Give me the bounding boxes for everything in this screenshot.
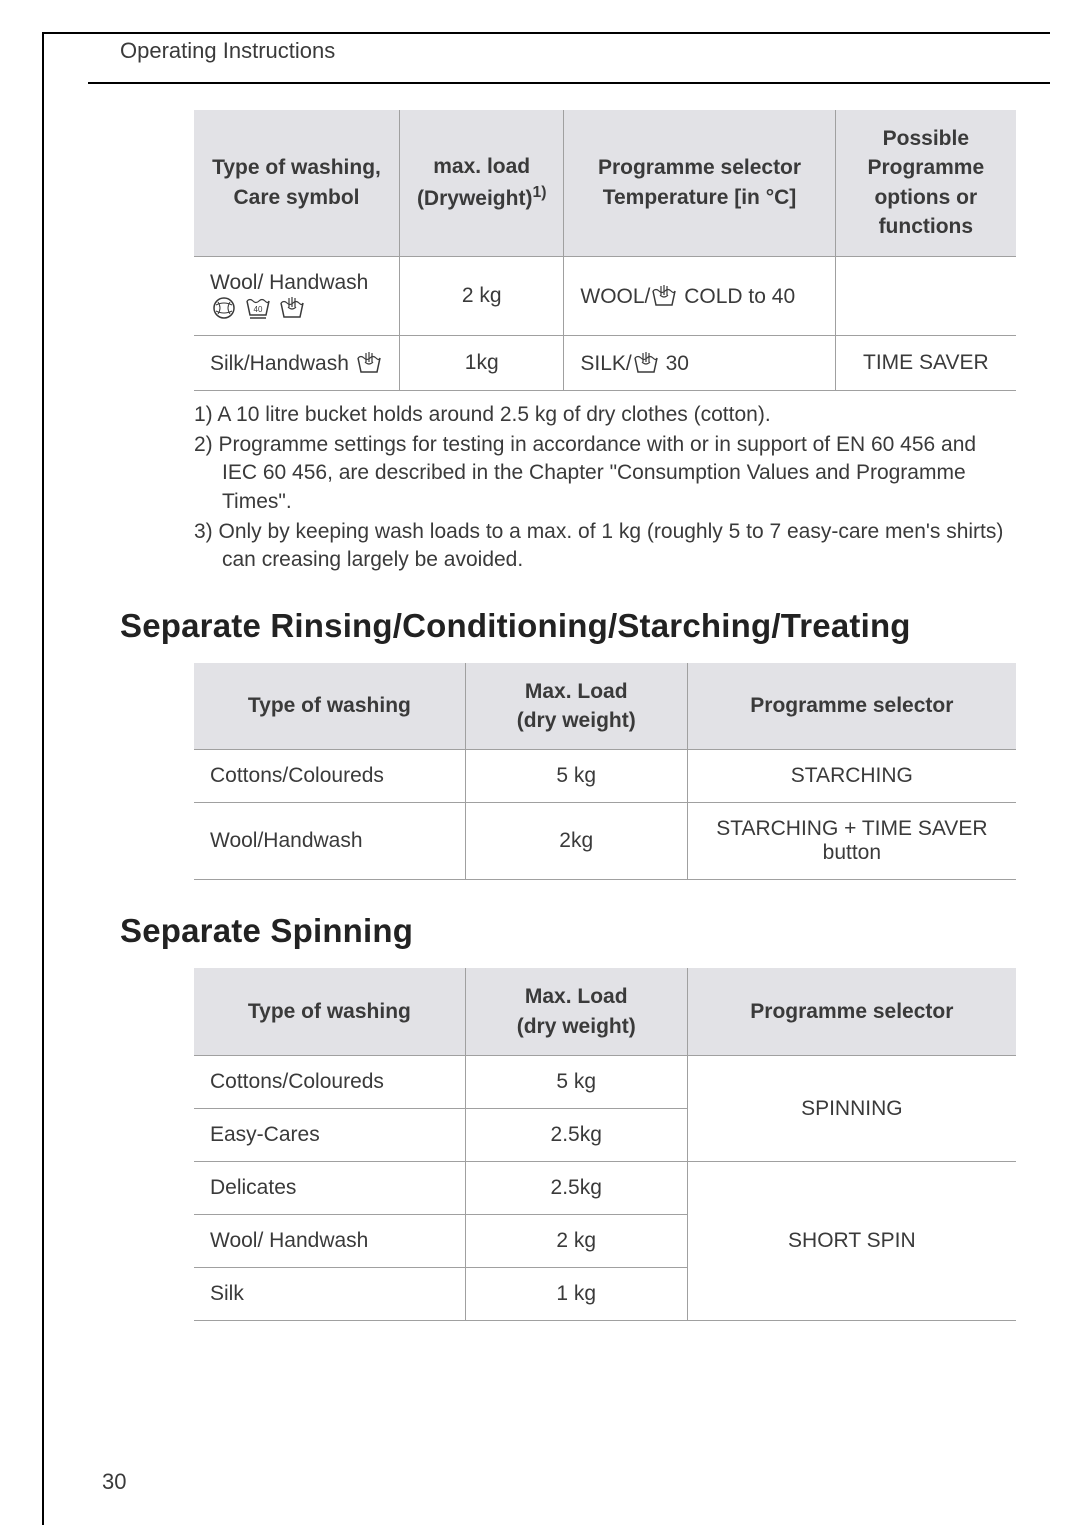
- col-type: Type of washing, Care symbol: [194, 110, 400, 256]
- col-load: Max. Load (dry weight): [465, 968, 687, 1055]
- cell-type: Easy-Cares: [194, 1109, 465, 1162]
- cell-opts: [835, 256, 1016, 335]
- cell-prog: SILK/ 30: [564, 335, 835, 390]
- cell-type: Silk: [194, 1268, 465, 1321]
- cell-load: 1kg: [400, 335, 564, 390]
- wool-ball-icon: [210, 295, 238, 321]
- cell-load: 2 kg: [400, 256, 564, 335]
- handwash-icon: [650, 283, 678, 309]
- svg-text:40: 40: [254, 305, 263, 314]
- cell-type: Silk/Handwash: [194, 335, 400, 390]
- table-row: Cottons/Coloureds 5 kg SPINNING: [194, 1056, 1016, 1109]
- table-row: Cottons/Coloureds 5 kg STARCHING: [194, 750, 1016, 803]
- cell-load: 5 kg: [465, 1056, 687, 1109]
- cell-type: Cottons/Coloureds: [194, 750, 465, 803]
- handwash-icon: [278, 295, 306, 321]
- cell-load: 2.5kg: [465, 1109, 687, 1162]
- washing-prog-table: Type of washing, Care symbol max. load (…: [194, 110, 1016, 391]
- table-row: Delicates 2.5kg SHORT SPIN: [194, 1162, 1016, 1215]
- page-header: Operating Instructions: [120, 38, 335, 64]
- cell-prog: WOOL/ COLD to 40: [564, 256, 835, 335]
- col-type: Type of washing: [194, 663, 465, 750]
- cell-prog-shortspin: SHORT SPIN: [687, 1162, 1016, 1321]
- cell-load: 2.5kg: [465, 1162, 687, 1215]
- rinsing-table: Type of washing Max. Load (dry weight) P…: [194, 663, 1016, 881]
- section-spinning-title: Separate Spinning: [120, 912, 1016, 950]
- footnote-2: 2) Programme settings for testing in acc…: [194, 431, 1016, 516]
- table-row: Silk/Handwash 1kg SILK/ 30 TIME SAVER: [194, 335, 1016, 390]
- footnote-3: 3) Only by keeping wash loads to a max. …: [194, 518, 1016, 575]
- section-rinsing-title: Separate Rinsing/Conditioning/Starching/…: [120, 607, 1016, 645]
- cell-opts: TIME SAVER: [835, 335, 1016, 390]
- footnote-1: 1) A 10 litre bucket holds around 2.5 kg…: [194, 401, 1016, 429]
- table-header-row: Type of washing, Care symbol max. load (…: [194, 110, 1016, 256]
- col-prog: Programme selector: [687, 663, 1016, 750]
- handwash-icon: [355, 350, 383, 376]
- cell-load: 2 kg: [465, 1215, 687, 1268]
- footnotes: 1) A 10 litre bucket holds around 2.5 kg…: [194, 401, 1016, 575]
- page-number: 30: [102, 1469, 126, 1495]
- table-row: Wool/Handwash 2kg STARCHING + TIME SAVER…: [194, 803, 1016, 880]
- col-type: Type of washing: [194, 968, 465, 1055]
- handwash-icon: [632, 350, 660, 376]
- table-header-row: Type of washing Max. Load (dry weight) P…: [194, 968, 1016, 1055]
- cell-type: Wool/ Handwash: [194, 1215, 465, 1268]
- col-prog: Programme selector: [687, 968, 1016, 1055]
- cell-load: 1 kg: [465, 1268, 687, 1321]
- table-header-row: Type of washing Max. Load (dry weight) P…: [194, 663, 1016, 750]
- col-prog: Programme selector Temperature [in °C]: [564, 110, 835, 256]
- spinning-table: Type of washing Max. Load (dry weight) P…: [194, 968, 1016, 1321]
- table-row: Wool/ Handwash 40 2 kg WOOL/ COLD to 40: [194, 256, 1016, 335]
- cell-prog-spinning: SPINNING: [687, 1056, 1016, 1162]
- cell-type: Cottons/Coloureds: [194, 1056, 465, 1109]
- tub-40-icon: 40: [244, 295, 272, 321]
- cell-prog: STARCHING: [687, 750, 1016, 803]
- col-load: Max. Load (dry weight): [465, 663, 687, 750]
- cell-load: 2kg: [465, 803, 687, 880]
- col-opts: Possible Programme options or functions: [835, 110, 1016, 256]
- cell-type: Wool/ Handwash 40: [194, 256, 400, 335]
- cell-type: Wool/Handwash: [194, 803, 465, 880]
- cell-load: 5 kg: [465, 750, 687, 803]
- col-load: max. load (Dryweight)1): [400, 110, 564, 256]
- cell-prog: STARCHING + TIME SAVER button: [687, 803, 1016, 880]
- content-area: Type of washing, Care symbol max. load (…: [120, 110, 1016, 1321]
- cell-type: Delicates: [194, 1162, 465, 1215]
